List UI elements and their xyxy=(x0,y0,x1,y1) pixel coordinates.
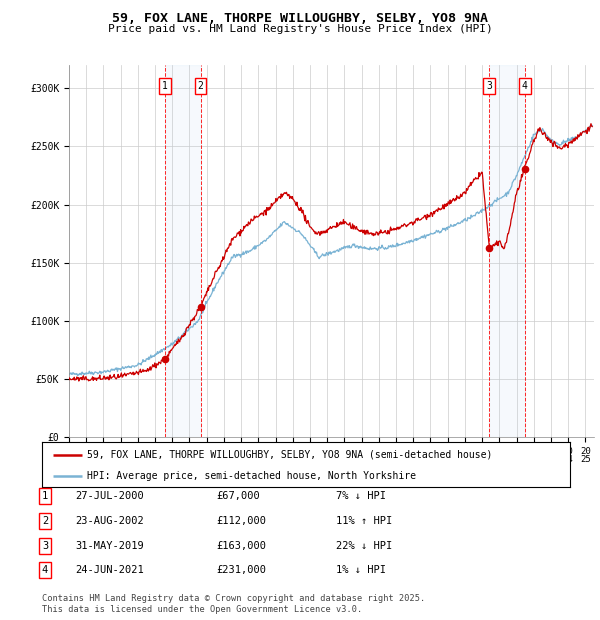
Text: £67,000: £67,000 xyxy=(216,491,260,501)
Text: Price paid vs. HM Land Registry's House Price Index (HPI): Price paid vs. HM Land Registry's House … xyxy=(107,24,493,33)
Text: 1% ↓ HPI: 1% ↓ HPI xyxy=(336,565,386,575)
Text: HPI: Average price, semi-detached house, North Yorkshire: HPI: Average price, semi-detached house,… xyxy=(87,471,416,480)
Text: 1: 1 xyxy=(42,491,48,501)
Text: 4: 4 xyxy=(42,565,48,575)
Text: 3: 3 xyxy=(42,541,48,551)
Text: 7% ↓ HPI: 7% ↓ HPI xyxy=(336,491,386,501)
Text: 2: 2 xyxy=(197,81,203,91)
Text: 2: 2 xyxy=(42,516,48,526)
Text: 1: 1 xyxy=(162,81,168,91)
Text: 59, FOX LANE, THORPE WILLOUGHBY, SELBY, YO8 9NA (semi-detached house): 59, FOX LANE, THORPE WILLOUGHBY, SELBY, … xyxy=(87,450,492,459)
Bar xyxy=(489,65,525,437)
Text: 11% ↑ HPI: 11% ↑ HPI xyxy=(336,516,392,526)
Text: 27-JUL-2000: 27-JUL-2000 xyxy=(75,491,144,501)
Text: £112,000: £112,000 xyxy=(216,516,266,526)
Bar xyxy=(165,65,200,437)
Text: 22% ↓ HPI: 22% ↓ HPI xyxy=(336,541,392,551)
Text: 24-JUN-2021: 24-JUN-2021 xyxy=(75,565,144,575)
Text: Contains HM Land Registry data © Crown copyright and database right 2025.
This d: Contains HM Land Registry data © Crown c… xyxy=(42,595,425,614)
Text: £231,000: £231,000 xyxy=(216,565,266,575)
Text: 31-MAY-2019: 31-MAY-2019 xyxy=(75,541,144,551)
Text: 23-AUG-2002: 23-AUG-2002 xyxy=(75,516,144,526)
Text: 59, FOX LANE, THORPE WILLOUGHBY, SELBY, YO8 9NA: 59, FOX LANE, THORPE WILLOUGHBY, SELBY, … xyxy=(112,12,488,25)
Text: 4: 4 xyxy=(522,81,528,91)
Text: £163,000: £163,000 xyxy=(216,541,266,551)
Text: 3: 3 xyxy=(486,81,492,91)
